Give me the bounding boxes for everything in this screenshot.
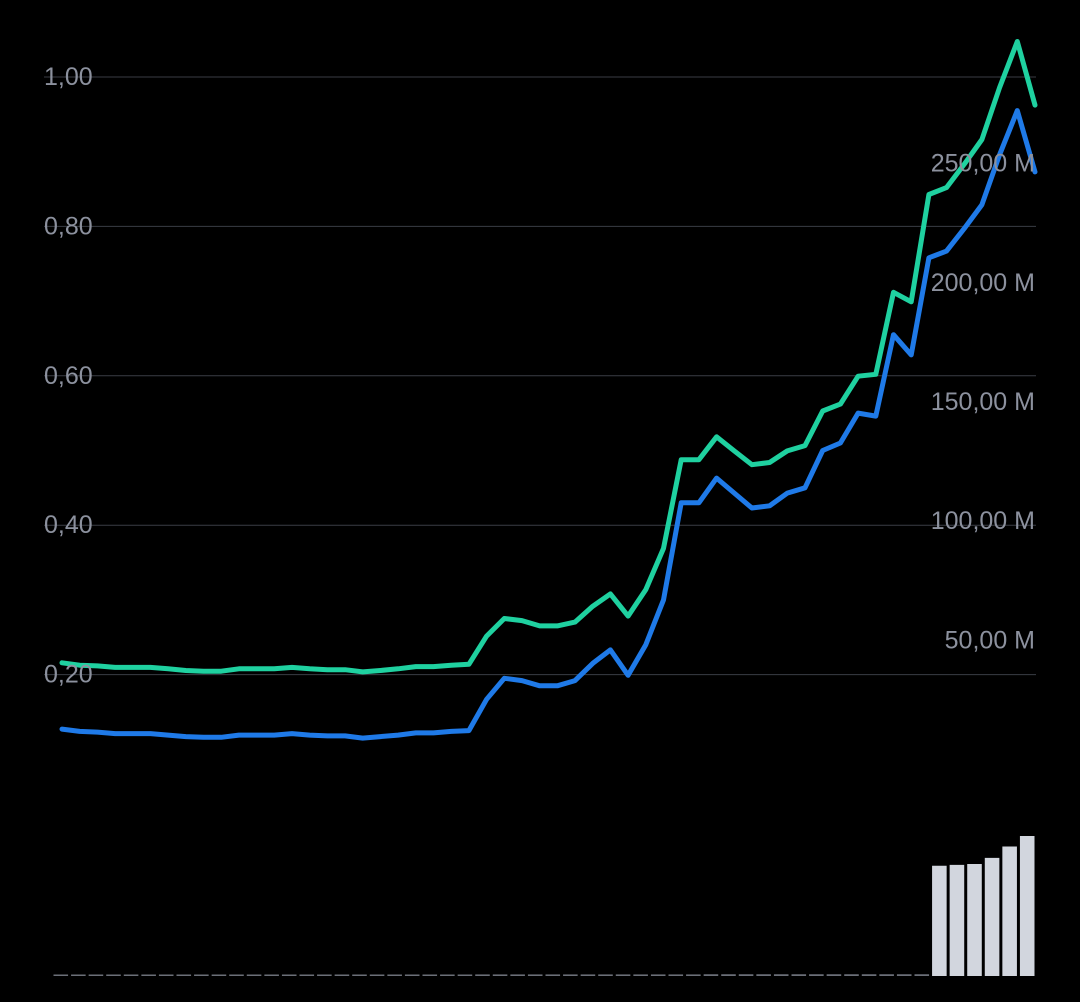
volume-bar xyxy=(475,974,490,976)
volume-bar xyxy=(440,974,455,976)
volume-bar xyxy=(650,974,666,976)
volume-bar xyxy=(53,974,69,976)
volume-bar xyxy=(791,974,807,976)
right-axis-ticks: 250,00 M 200,00 M 150,00 M 100,00 M 50,00 M xyxy=(931,150,1035,655)
volume-bar xyxy=(615,974,631,976)
volume-bar xyxy=(756,974,771,976)
volume-bar xyxy=(826,974,842,976)
volume-bar xyxy=(299,974,315,976)
volume-bar xyxy=(71,974,86,976)
volume-bar xyxy=(492,974,508,976)
volume-bars xyxy=(53,836,1035,976)
volume-bar xyxy=(809,974,824,976)
volume-bar xyxy=(404,974,420,976)
volume-bar xyxy=(1019,836,1035,976)
volume-bar xyxy=(563,974,578,976)
volume-bar xyxy=(633,974,648,976)
volume-bar xyxy=(703,974,719,976)
price-line xyxy=(59,108,1038,741)
volume-bar xyxy=(861,974,877,976)
volume-bar xyxy=(1002,846,1017,976)
volume-bar xyxy=(369,974,385,976)
series-lines xyxy=(59,39,1038,741)
right-tick-label: 50,00 M xyxy=(945,626,1035,654)
left-tick-label: 0,40 xyxy=(44,511,93,539)
volume-bar xyxy=(914,974,930,976)
volume-bar xyxy=(229,974,244,976)
volume-bar xyxy=(686,974,701,976)
market-cap-line xyxy=(59,39,1038,675)
volume-bar xyxy=(580,974,596,976)
left-tick-label: 0,20 xyxy=(44,661,93,689)
volume-bar xyxy=(598,974,613,976)
volume-bar xyxy=(422,974,438,976)
right-tick-label: 150,00 M xyxy=(931,388,1035,416)
left-tick-label: 0,60 xyxy=(44,362,93,390)
right-tick-label: 100,00 M xyxy=(931,507,1035,535)
volume-bar xyxy=(545,974,561,976)
volume-bar xyxy=(721,974,736,976)
volume-bar xyxy=(844,974,859,976)
volume-bar xyxy=(352,974,367,976)
volume-bar xyxy=(932,865,947,976)
volume-bar xyxy=(949,864,965,976)
volume-bar xyxy=(123,974,139,976)
volume-bar xyxy=(967,864,982,976)
volume-bar xyxy=(176,974,192,976)
volume-bar xyxy=(317,974,332,976)
volume-bar xyxy=(211,974,227,976)
left-tick-label: 0,80 xyxy=(44,212,93,240)
volume-bar xyxy=(246,974,262,976)
left-tick-label: 1,00 xyxy=(44,63,93,91)
volume-bar xyxy=(510,974,525,976)
volume-bar xyxy=(194,974,209,976)
volume-bar xyxy=(88,974,104,976)
right-tick-label: 200,00 M xyxy=(931,269,1035,297)
volume-bar xyxy=(879,974,894,976)
grid-lines xyxy=(44,76,1036,676)
volume-bar xyxy=(457,974,473,976)
right-tick-label: 250,00 M xyxy=(931,150,1035,178)
volume-bar xyxy=(527,974,543,976)
volume-bar xyxy=(281,974,297,976)
volume-bar xyxy=(668,974,684,976)
volume-bar xyxy=(158,974,174,976)
volume-bar xyxy=(141,974,156,976)
volume-bar xyxy=(773,974,789,976)
volume-bar xyxy=(264,974,279,976)
left-axis-ticks: 1,00 0,80 0,60 0,40 0,20 xyxy=(44,63,93,689)
volume-bar xyxy=(334,974,350,976)
volume-bar xyxy=(984,857,1000,976)
volume-bar xyxy=(896,974,912,976)
volume-bar xyxy=(106,974,121,976)
volume-bar xyxy=(738,974,754,976)
volume-bar xyxy=(387,974,402,976)
